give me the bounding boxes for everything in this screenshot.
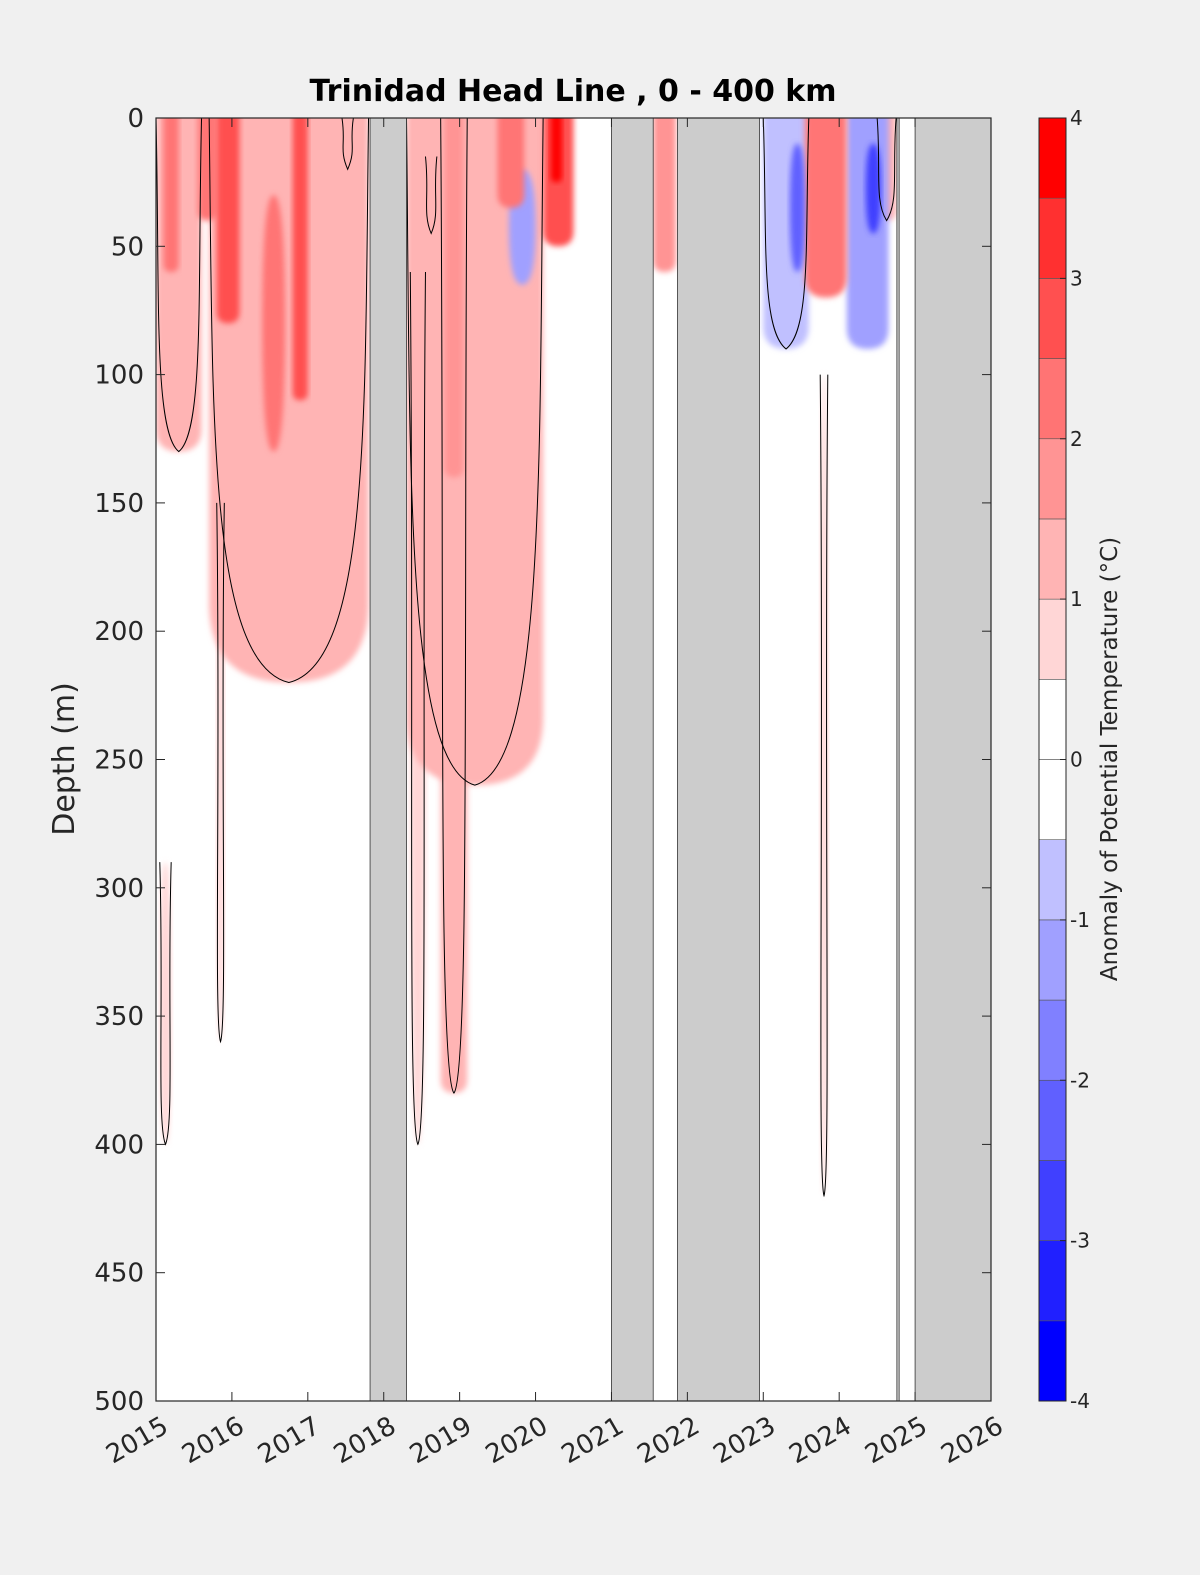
colorbar-segment bbox=[1038, 1240, 1067, 1322]
zero-contour bbox=[424, 156, 438, 235]
zero-contour bbox=[341, 118, 354, 171]
anomaly-patch bbox=[209, 118, 369, 683]
y-tick-label: 450 bbox=[94, 1259, 144, 1289]
x-tick-label: 2017 bbox=[253, 1411, 325, 1470]
colorbar-segment bbox=[1038, 1320, 1067, 1402]
anomaly-patch bbox=[159, 862, 172, 1145]
y-tick-label: 400 bbox=[94, 1130, 144, 1160]
y-tick-label: 500 bbox=[94, 1387, 144, 1417]
zero-contour bbox=[819, 374, 829, 1198]
colorbar-tick-label: -1 bbox=[1070, 908, 1090, 932]
x-tick-label: 2019 bbox=[405, 1411, 477, 1470]
anomaly-patch bbox=[262, 194, 286, 452]
anomaly-patch bbox=[820, 374, 828, 1196]
y-tick-label: 300 bbox=[94, 874, 144, 904]
y-tick-label: 0 bbox=[127, 104, 144, 134]
zero-contour bbox=[409, 271, 426, 1146]
x-tick-label: 2022 bbox=[633, 1411, 705, 1470]
anomaly-patch bbox=[292, 118, 308, 401]
no-data-band bbox=[369, 118, 407, 1401]
anomaly-patch bbox=[550, 118, 563, 183]
x-tick-label: 2015 bbox=[101, 1411, 173, 1470]
colorbar-segment bbox=[1038, 117, 1067, 199]
colorbar-tick-label: -4 bbox=[1070, 1389, 1090, 1413]
no-data-band bbox=[611, 118, 654, 1401]
x-tick-label: 2020 bbox=[481, 1411, 553, 1470]
anomaly-patch bbox=[497, 118, 525, 208]
colorbar-segment bbox=[1038, 197, 1067, 279]
colorbar-segment bbox=[1038, 679, 1067, 760]
colorbar-tick-label: -2 bbox=[1070, 1068, 1090, 1092]
y-tick-label: 200 bbox=[94, 617, 144, 647]
zero-contour-lines bbox=[156, 118, 897, 1198]
colorbar-segment bbox=[1038, 278, 1067, 359]
y-tick-label: 250 bbox=[94, 746, 144, 776]
zero-contour bbox=[876, 118, 897, 222]
chart-title: Trinidad Head Line , 0 - 400 km bbox=[309, 74, 836, 109]
no-data-band bbox=[914, 118, 991, 1401]
anomaly-field bbox=[156, 118, 897, 1196]
y-tick-label: 50 bbox=[111, 232, 144, 262]
x-tick-label: 2021 bbox=[557, 1411, 629, 1470]
anomaly-patch bbox=[846, 118, 889, 349]
y-axis-label: Depth (m) bbox=[47, 682, 82, 836]
y-tick-label: 150 bbox=[94, 489, 144, 519]
anomaly-patch bbox=[805, 118, 847, 298]
no-data-band bbox=[677, 118, 760, 1401]
x-tick-label: 2016 bbox=[177, 1411, 249, 1470]
zero-contour bbox=[208, 118, 370, 684]
zero-contour bbox=[156, 118, 203, 453]
colorbar bbox=[1038, 117, 1067, 1402]
colorbar-segment bbox=[1038, 839, 1067, 921]
colorbar-segment bbox=[1038, 919, 1067, 1001]
colorbar-tick-label: 0 bbox=[1070, 748, 1083, 772]
colorbar-segment bbox=[1038, 598, 1067, 680]
zero-contour bbox=[406, 118, 544, 786]
colorbar-segment bbox=[1038, 1079, 1067, 1161]
anomaly-patch bbox=[865, 143, 881, 234]
anomaly-patch bbox=[197, 118, 217, 221]
x-tick-label: 2026 bbox=[936, 1411, 1008, 1470]
zero-contour bbox=[159, 862, 172, 1146]
y-tick-label: 350 bbox=[94, 1002, 144, 1032]
y-tick-label: 100 bbox=[94, 361, 144, 391]
no-data-bands bbox=[369, 118, 991, 1401]
y-axis: 0 50 100 150 200 250 300 350 400 450 500 bbox=[94, 104, 991, 1417]
anomaly-patch bbox=[543, 118, 574, 247]
colorbar-ticks: -4 -3 -2 -1 0 1 2 3 4 bbox=[1060, 106, 1090, 1413]
colorbar-segment bbox=[1038, 358, 1067, 440]
anomaly-patch bbox=[653, 118, 676, 272]
no-data-band bbox=[896, 118, 900, 1401]
colorbar-tick-label: 2 bbox=[1070, 427, 1083, 451]
x-tick-label: 2024 bbox=[784, 1411, 856, 1470]
colorbar-segment bbox=[1038, 1160, 1067, 1241]
anomaly-patch bbox=[163, 118, 179, 272]
anomaly-patch bbox=[789, 143, 806, 272]
colorbar-tick-label: 3 bbox=[1070, 266, 1083, 290]
anomaly-patch bbox=[444, 118, 464, 478]
x-tick-label: 2023 bbox=[708, 1411, 780, 1470]
colorbar-segment bbox=[1038, 438, 1067, 520]
x-tick-label: 2018 bbox=[329, 1411, 401, 1470]
colorbar-segment bbox=[1038, 518, 1067, 600]
colorbar-tick-label: -3 bbox=[1070, 1229, 1090, 1253]
colorbar-tick-label: 4 bbox=[1070, 106, 1083, 130]
colorbar-segment bbox=[1038, 999, 1067, 1081]
anomaly-patch bbox=[406, 118, 544, 786]
zero-contour bbox=[216, 502, 225, 1044]
colorbar-segment bbox=[1038, 759, 1067, 840]
x-tick-label: 2025 bbox=[860, 1411, 932, 1470]
zero-contour bbox=[440, 118, 468, 1094]
colorbar-label: Anomaly of Potential Temperature (°C) bbox=[1097, 537, 1123, 981]
anomaly-patch bbox=[216, 118, 240, 324]
zero-contour bbox=[762, 118, 810, 350]
colorbar-tick-label: 1 bbox=[1070, 587, 1083, 611]
